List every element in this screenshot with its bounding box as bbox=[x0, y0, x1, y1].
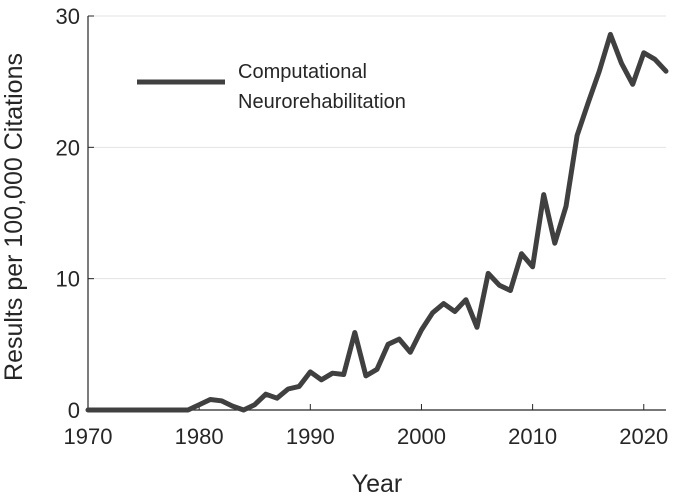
series-line bbox=[85, 31, 669, 413]
legend-label-line-2: Neurorehabilitation bbox=[238, 91, 406, 113]
x-tick-label: 1980 bbox=[175, 424, 224, 449]
x-axis-ticks: 1970 1980 1990 2000 2010 2020 bbox=[64, 404, 668, 449]
y-tick-label: 30 bbox=[56, 4, 80, 29]
y-tick-label: 0 bbox=[68, 398, 80, 423]
x-tick-label: 1990 bbox=[286, 424, 335, 449]
x-tick-label: 2010 bbox=[508, 424, 557, 449]
legend-label-line-1: Computational bbox=[238, 61, 367, 83]
series-group bbox=[85, 31, 669, 413]
y-axis-label: Results per 100,000 Citations bbox=[0, 53, 28, 381]
y-axis-ticks: 0 10 20 30 bbox=[56, 4, 94, 423]
gridlines bbox=[88, 15, 666, 280]
legend: Computational Neurorehabilitation bbox=[137, 61, 406, 113]
x-tick-label: 2020 bbox=[619, 424, 668, 449]
x-tick-label: 1970 bbox=[64, 424, 113, 449]
axes bbox=[87, 16, 666, 411]
y-tick-label: 10 bbox=[56, 267, 80, 292]
y-tick-label: 20 bbox=[56, 135, 80, 160]
x-tick-label: 2000 bbox=[397, 424, 446, 449]
x-axis-label: Year bbox=[352, 470, 403, 498]
